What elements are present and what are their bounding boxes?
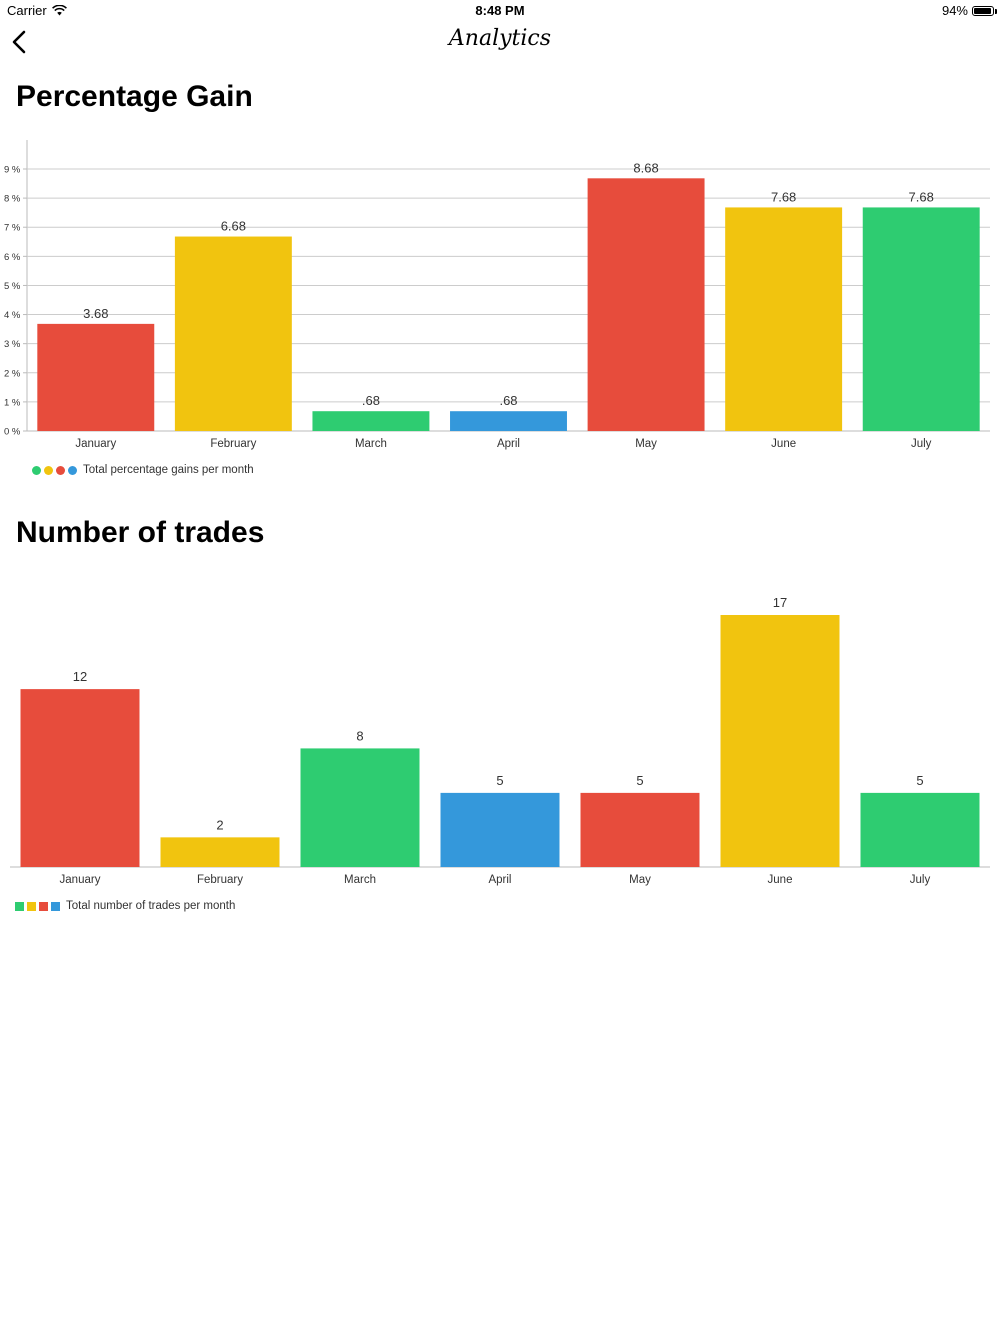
x-tick-label: July bbox=[910, 874, 931, 886]
bar bbox=[862, 207, 980, 431]
x-tick-label: June bbox=[768, 874, 793, 886]
bar bbox=[580, 792, 700, 867]
percentage-gain-legend: Total percentage gains per month bbox=[32, 464, 254, 476]
x-tick-label: June bbox=[771, 438, 796, 450]
x-tick-label: February bbox=[210, 438, 256, 450]
legend-swatch-blue bbox=[51, 901, 60, 911]
legend-swatch-red bbox=[56, 465, 65, 475]
bar bbox=[37, 323, 155, 431]
chevron-left-icon bbox=[12, 30, 26, 54]
navigation-bar: Analytics bbox=[0, 22, 1000, 62]
bar bbox=[160, 837, 280, 867]
data-label: 7.68 bbox=[909, 189, 934, 204]
bar bbox=[860, 792, 980, 867]
bar bbox=[174, 236, 292, 431]
legend-label: Total percentage gains per month bbox=[83, 464, 254, 476]
data-label: .68 bbox=[362, 393, 380, 408]
bar bbox=[450, 411, 567, 431]
battery-percent: 94% bbox=[941, 3, 968, 18]
bar bbox=[725, 207, 843, 431]
x-tick-label: May bbox=[635, 438, 657, 450]
wifi-icon bbox=[51, 5, 67, 16]
data-label: 5 bbox=[636, 773, 643, 788]
bar bbox=[587, 178, 705, 431]
data-label: .68 bbox=[499, 393, 517, 408]
x-tick-label: April bbox=[488, 874, 511, 886]
bar bbox=[312, 411, 430, 431]
status-bar: Carrier 8:48 PM 94% bbox=[0, 0, 1000, 22]
legend-swatch-green bbox=[32, 465, 41, 475]
y-tick-label: 4 % bbox=[4, 310, 21, 321]
data-label: 3.68 bbox=[83, 306, 108, 321]
data-label: 17 bbox=[773, 595, 787, 610]
data-label: 8.68 bbox=[633, 160, 658, 175]
x-tick-label: March bbox=[355, 438, 387, 450]
status-time: 8:48 PM bbox=[475, 3, 525, 18]
y-tick-label: 1 % bbox=[4, 397, 21, 408]
bar bbox=[720, 615, 840, 867]
legend-swatch-blue bbox=[68, 465, 77, 475]
x-tick-label: February bbox=[197, 874, 243, 886]
x-tick-label: January bbox=[75, 438, 116, 450]
legend-swatch-yellow bbox=[27, 901, 36, 911]
y-tick-label: 6 % bbox=[4, 252, 21, 263]
number-of-trades-legend: Total number of trades per month bbox=[15, 900, 235, 912]
number-of-trades-title: Number of trades bbox=[16, 516, 265, 549]
x-tick-label: January bbox=[60, 874, 101, 886]
carrier-indicator: Carrier bbox=[7, 3, 67, 18]
y-tick-label: 0 % bbox=[4, 427, 21, 438]
x-tick-label: March bbox=[344, 874, 376, 886]
back-button[interactable] bbox=[8, 26, 32, 56]
data-label: 6.68 bbox=[221, 219, 246, 234]
y-tick-label: 9 % bbox=[4, 165, 21, 176]
page-title: Analytics bbox=[448, 26, 552, 51]
x-tick-label: July bbox=[911, 438, 932, 450]
data-label: 5 bbox=[496, 773, 503, 788]
y-tick-label: 2 % bbox=[4, 368, 21, 379]
legend-swatch-green bbox=[15, 901, 24, 911]
battery-icon bbox=[972, 5, 997, 16]
y-tick-label: 8 % bbox=[4, 194, 21, 205]
data-label: 8 bbox=[356, 728, 363, 743]
data-label: 7.68 bbox=[771, 189, 796, 204]
number-of-trades-chart: 12 January 2 February 8 March 5 April 5 May 17 June… bbox=[10, 595, 990, 886]
carrier-label: Carrier bbox=[7, 3, 47, 18]
bar bbox=[300, 748, 420, 867]
bar bbox=[20, 689, 140, 867]
legend-swatch-red bbox=[39, 901, 48, 911]
bar bbox=[440, 792, 560, 867]
data-label: 12 bbox=[73, 669, 87, 684]
battery-indicator: 94% bbox=[941, 3, 997, 18]
y-tick-label: 5 % bbox=[4, 281, 21, 292]
legend-label: Total number of trades per month bbox=[66, 900, 236, 912]
data-label: 5 bbox=[916, 773, 923, 788]
y-tick-label: 3 % bbox=[4, 339, 21, 350]
legend-swatch-yellow bbox=[44, 465, 53, 475]
percentage-gain-title: Percentage Gain bbox=[16, 80, 253, 113]
data-label: 2 bbox=[216, 817, 223, 832]
battery-level bbox=[974, 7, 991, 14]
x-tick-label: April bbox=[497, 438, 520, 450]
x-tick-label: May bbox=[629, 874, 651, 886]
y-tick-label: 7 % bbox=[4, 223, 21, 234]
percentage-gain-chart: 0 % 1 % 2 % 3 % 4 % 5 % 6 % 7 % 8 % 9 % 3.68 Januar… bbox=[4, 140, 990, 450]
